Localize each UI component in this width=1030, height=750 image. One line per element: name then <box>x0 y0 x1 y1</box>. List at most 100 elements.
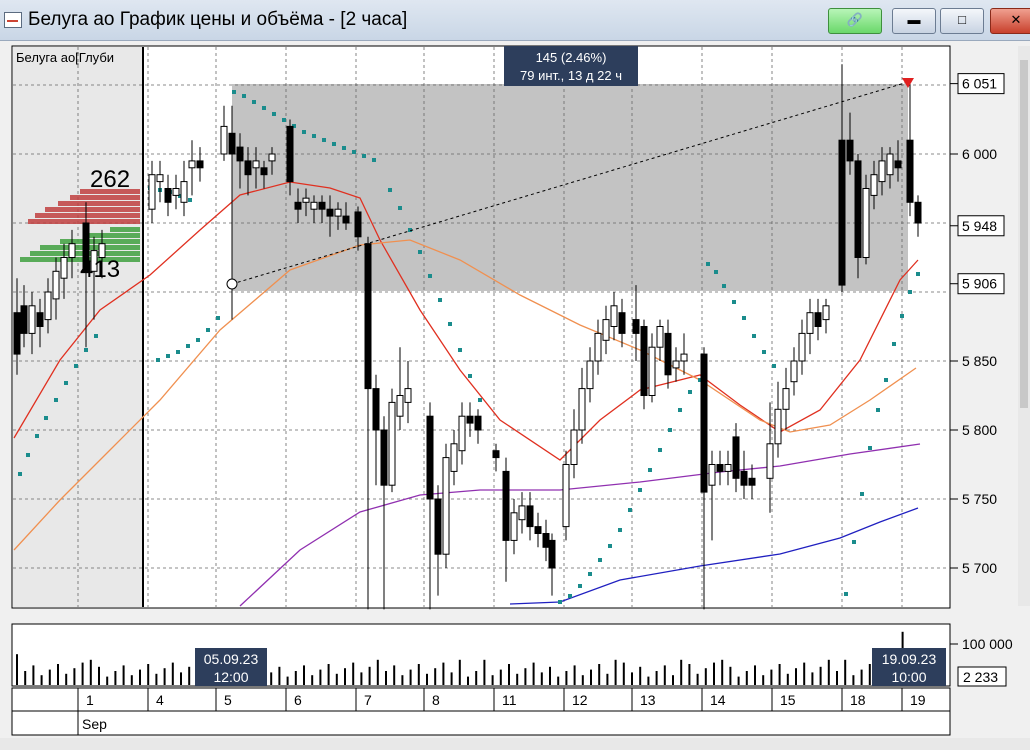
sar-dot <box>678 408 682 412</box>
candle-body <box>252 160 260 169</box>
sar-dot <box>876 408 880 412</box>
sar-dot <box>648 468 652 472</box>
sar-dot <box>916 272 920 276</box>
candle-body <box>60 257 68 279</box>
volume-bar <box>106 676 109 685</box>
day-label: 6 <box>294 692 302 708</box>
ma-fast-line <box>13 181 919 461</box>
sar-dot <box>398 206 402 210</box>
candle-body <box>220 125 228 155</box>
link-button[interactable]: 🔗 <box>828 8 882 34</box>
bid-depth-bar <box>60 239 140 244</box>
volume-bar <box>417 664 420 685</box>
sar-dot <box>408 228 412 232</box>
close-button[interactable]: ✕ <box>990 8 1030 34</box>
sar-dot <box>448 322 452 326</box>
month-label: Sep <box>82 716 107 732</box>
sar-dot <box>166 354 170 358</box>
cursor-date-right-date: 19.09.23 <box>882 651 937 667</box>
candle-body <box>342 215 350 224</box>
window-title: Белуга ао График цены и объёма - [2 часа… <box>28 9 408 30</box>
bid-depth-bar <box>40 245 140 250</box>
volume-bar <box>434 668 437 685</box>
volume-bar <box>680 659 683 685</box>
candle-body <box>13 312 21 355</box>
horizontal-scrollbar[interactable] <box>0 738 1030 750</box>
day-label: 11 <box>502 692 517 708</box>
measure-start-handle[interactable] <box>226 278 238 290</box>
candle-body <box>68 243 76 258</box>
ma-long-line <box>509 507 919 605</box>
candle-body <box>700 353 708 493</box>
candle-body <box>766 443 774 479</box>
candle-body <box>172 188 180 196</box>
volume-bar <box>270 672 273 685</box>
sar-dot <box>242 94 246 98</box>
candle-body <box>442 457 450 555</box>
volume-bar <box>540 672 543 685</box>
volume-bar <box>409 669 412 685</box>
candle-body <box>36 312 44 328</box>
price-label: 5 850 <box>962 353 997 369</box>
candle-body <box>164 188 172 203</box>
sar-dot <box>598 558 602 562</box>
candle-body <box>426 415 434 500</box>
volume-bar <box>745 671 748 685</box>
sar-dot <box>558 600 562 604</box>
candle-body <box>774 408 782 445</box>
candle-body <box>586 360 594 390</box>
volume-bar <box>860 669 863 685</box>
volume-bar <box>729 666 732 685</box>
day-label: 13 <box>640 692 656 708</box>
candle-body <box>388 401 396 486</box>
sar-dot <box>860 492 864 496</box>
volume-bar <box>24 671 27 685</box>
sar-dot <box>608 544 612 548</box>
sar-dot <box>352 150 356 154</box>
candle-body <box>458 415 466 452</box>
candle-body <box>748 477 756 486</box>
depth-bid-volume: 413 <box>80 256 120 283</box>
volume-bar <box>319 669 322 685</box>
price-label: 5 700 <box>962 560 997 576</box>
volume-bar <box>98 666 100 685</box>
volume-pane[interactable] <box>11 623 951 687</box>
cursor-date-right <box>872 648 946 686</box>
measure-end-marker-icon[interactable] <box>902 78 914 88</box>
volume-bar <box>311 675 314 685</box>
volume-bar <box>836 671 838 685</box>
candle-body <box>914 201 922 224</box>
candle-body <box>404 388 412 403</box>
volume-bar <box>65 673 68 685</box>
candle-body <box>334 208 342 217</box>
candle-body <box>326 208 334 217</box>
sar-dot <box>668 428 672 432</box>
volume-bar <box>114 671 117 685</box>
price-label: 6 051 <box>962 76 997 92</box>
candle-body <box>798 332 806 362</box>
time-axis[interactable] <box>11 687 951 712</box>
volume-current-box <box>957 666 1007 687</box>
volume-bar <box>32 665 35 685</box>
ask-depth-bar <box>58 201 140 206</box>
volume-bar <box>48 669 51 685</box>
scrollbar-thumb[interactable] <box>1020 60 1028 408</box>
day-label: 12 <box>572 692 588 708</box>
candle-body <box>380 429 388 486</box>
candle-body <box>502 470 510 541</box>
candle-body <box>562 464 570 528</box>
price-axis[interactable]: 6 051 6 000 5 948 5 906 5 850 5 800 5 750 5 700 <box>950 73 1005 576</box>
candle-body <box>886 153 894 176</box>
candle-body <box>526 505 534 528</box>
price-volume-chart[interactable]: Белуга ао[Глуби 262 413 145 (2.46%) 79 и… <box>0 40 1030 750</box>
volume-bar <box>385 671 387 685</box>
measure-change: 145 (2.46%) <box>536 50 607 65</box>
volume-bar <box>688 664 691 685</box>
volume-bar <box>827 659 830 685</box>
candle-body <box>618 312 626 334</box>
minimize-button[interactable]: ▬ <box>892 8 936 34</box>
volume-bar <box>647 676 650 685</box>
maximize-button[interactable]: □ <box>940 8 984 34</box>
measure-tooltip <box>504 46 638 86</box>
sar-dot <box>762 350 766 354</box>
